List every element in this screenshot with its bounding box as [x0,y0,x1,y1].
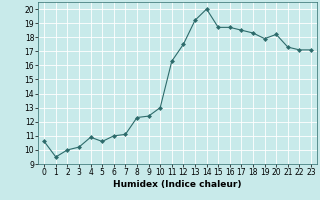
X-axis label: Humidex (Indice chaleur): Humidex (Indice chaleur) [113,180,242,189]
